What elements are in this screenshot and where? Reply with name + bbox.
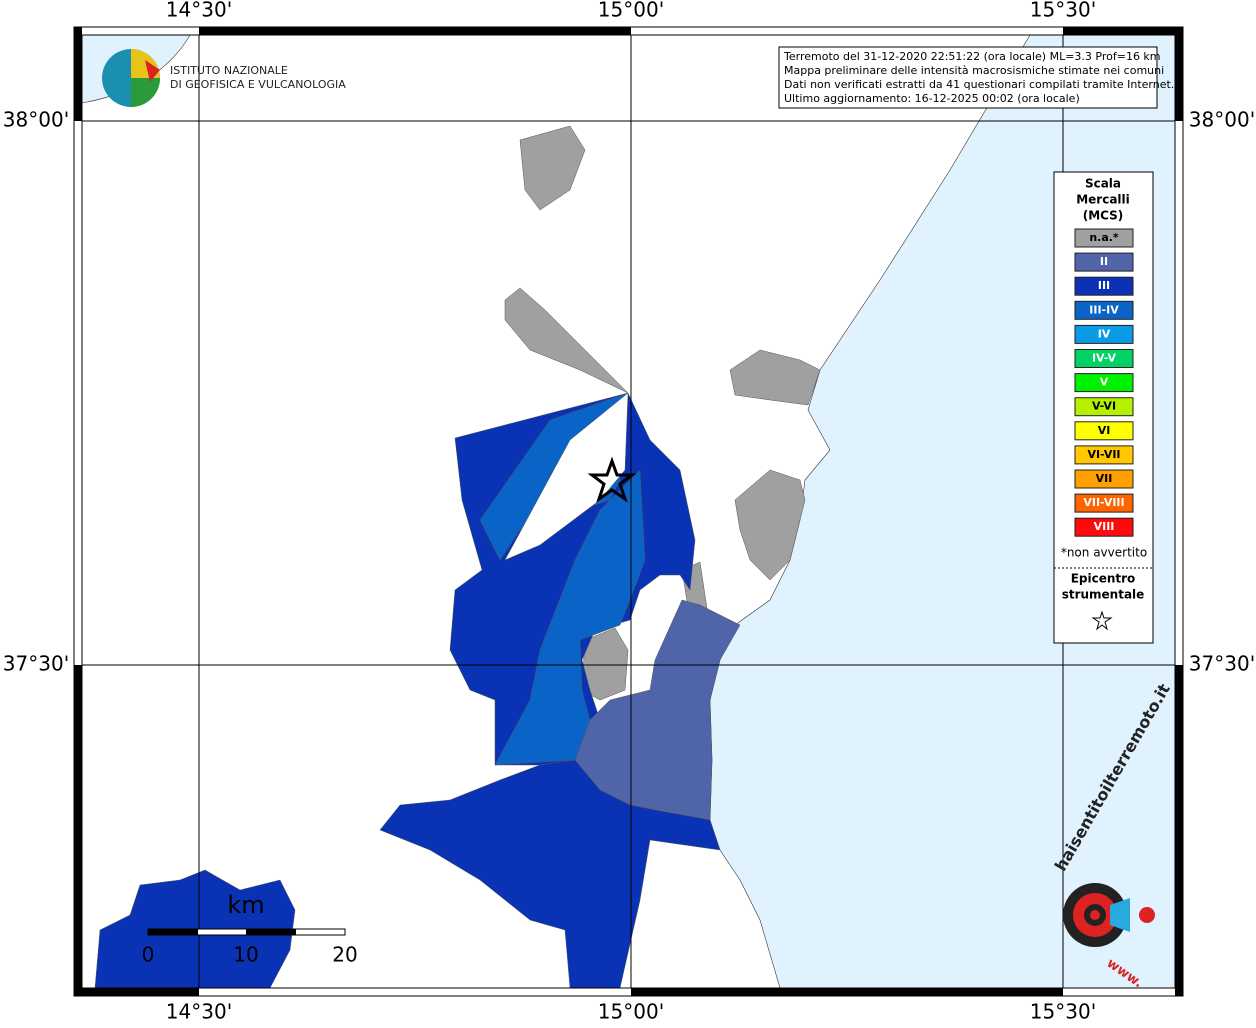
- legend-label: VII-VIII: [1083, 496, 1124, 509]
- area: [574, 599, 741, 821]
- info-box: [778, 46, 1158, 109]
- legend-label: VII: [1096, 472, 1113, 485]
- scale-unit: km: [227, 891, 264, 919]
- institute-name: ISTITUTO NAZIONALE: [170, 64, 288, 77]
- y-axis-label: 38°00': [1189, 108, 1255, 132]
- legend-label: IV: [1098, 327, 1111, 340]
- legend-swatch: [1074, 276, 1134, 296]
- legend-note: *non avvertito: [1061, 546, 1147, 560]
- legend-swatch: [1074, 445, 1134, 465]
- area: [734, 469, 806, 581]
- legend-label: III-IV: [1089, 303, 1119, 316]
- legend-title: (MCS): [1083, 209, 1124, 223]
- legend-label: VI-VII: [1087, 448, 1120, 461]
- scale-tick: 0: [142, 943, 155, 967]
- legend-swatch: [1074, 493, 1134, 513]
- y-axis-label: 38°00': [3, 108, 69, 132]
- axis-labels: 14°30' 15°00' 15°30' 14°30' 15°00' 15°30' 38°0…: [3, 0, 1255, 1024]
- legend-swatch: [1074, 349, 1134, 368]
- legend-star: [1091, 610, 1113, 631]
- epicenter-star: [587, 456, 637, 503]
- legend-label: VIII: [1094, 520, 1115, 533]
- legend-swatch: [1074, 397, 1134, 417]
- legend-epicenter: Epicentro: [1071, 572, 1136, 586]
- x-axis-label: 15°30': [1030, 0, 1096, 22]
- x-axis-label: 14°30': [166, 0, 232, 22]
- legend-swatch: [1074, 421, 1134, 441]
- legend-label: IV-V: [1092, 352, 1117, 365]
- legend-swatch: [1074, 252, 1134, 272]
- info-line: Mappa preliminare delle intensità macros…: [784, 64, 1164, 77]
- info-line: Terremoto del 31-12-2020 22:51:22 (ora l…: [783, 50, 1161, 63]
- legend-epicenter: strumentale: [1062, 588, 1145, 602]
- info-line: Ultimo aggiornamento: 16-12-2025 00:02 (…: [784, 92, 1080, 105]
- legend-title: Scala: [1085, 177, 1121, 191]
- legend-label: V-VI: [1092, 400, 1116, 413]
- area: [519, 125, 586, 211]
- legend-title: Mercalli: [1076, 193, 1130, 207]
- municipalities: [94, 125, 821, 989]
- legend-swatch: [1074, 300, 1134, 320]
- legend-swatch: [1074, 517, 1134, 537]
- x-axis-label: 15°00': [598, 1000, 664, 1024]
- scale-bar: km 0 10 20: [142, 891, 358, 967]
- frame: [73, 26, 1184, 997]
- scale-tick: 20: [332, 943, 357, 967]
- area: [504, 287, 629, 394]
- area: [729, 349, 821, 406]
- scale-tick: 10: [233, 943, 258, 967]
- x-axis-label: 15°30': [1030, 1000, 1096, 1024]
- info-line: Dati non verificati estratti da 41 quest…: [784, 78, 1174, 91]
- legend-label: III: [1098, 279, 1110, 292]
- legend-label: VI: [1098, 424, 1111, 437]
- ingv-logo: ISTITUTO NAZIONALE DI GEOFISICA E VULCAN…: [102, 49, 346, 107]
- legend-label: II: [1100, 255, 1108, 268]
- y-axis-label: 37°30': [1189, 652, 1255, 676]
- y-axis-label: 37°30': [3, 652, 69, 676]
- legend-swatch: [1074, 324, 1134, 344]
- legend: ScalaMercalli(MCS)n.a.*IIIIIIII-IVIVIV-V…: [1054, 177, 1153, 631]
- x-axis-label: 14°30': [166, 1000, 232, 1024]
- legend-swatch: [1074, 469, 1134, 489]
- x-axis-label: 15°00': [598, 0, 664, 22]
- area: [504, 392, 629, 561]
- legend-swatch: [1074, 373, 1134, 393]
- legend-label: n.a.*: [1089, 231, 1119, 244]
- legend-swatch: [1074, 228, 1134, 248]
- legend-label: V: [1100, 376, 1109, 389]
- institute-name: DI GEOFISICA E VULCANOLOGIA: [170, 78, 346, 91]
- info-lines: Terremoto del 31-12-2020 22:51:22 (ora l…: [783, 50, 1174, 105]
